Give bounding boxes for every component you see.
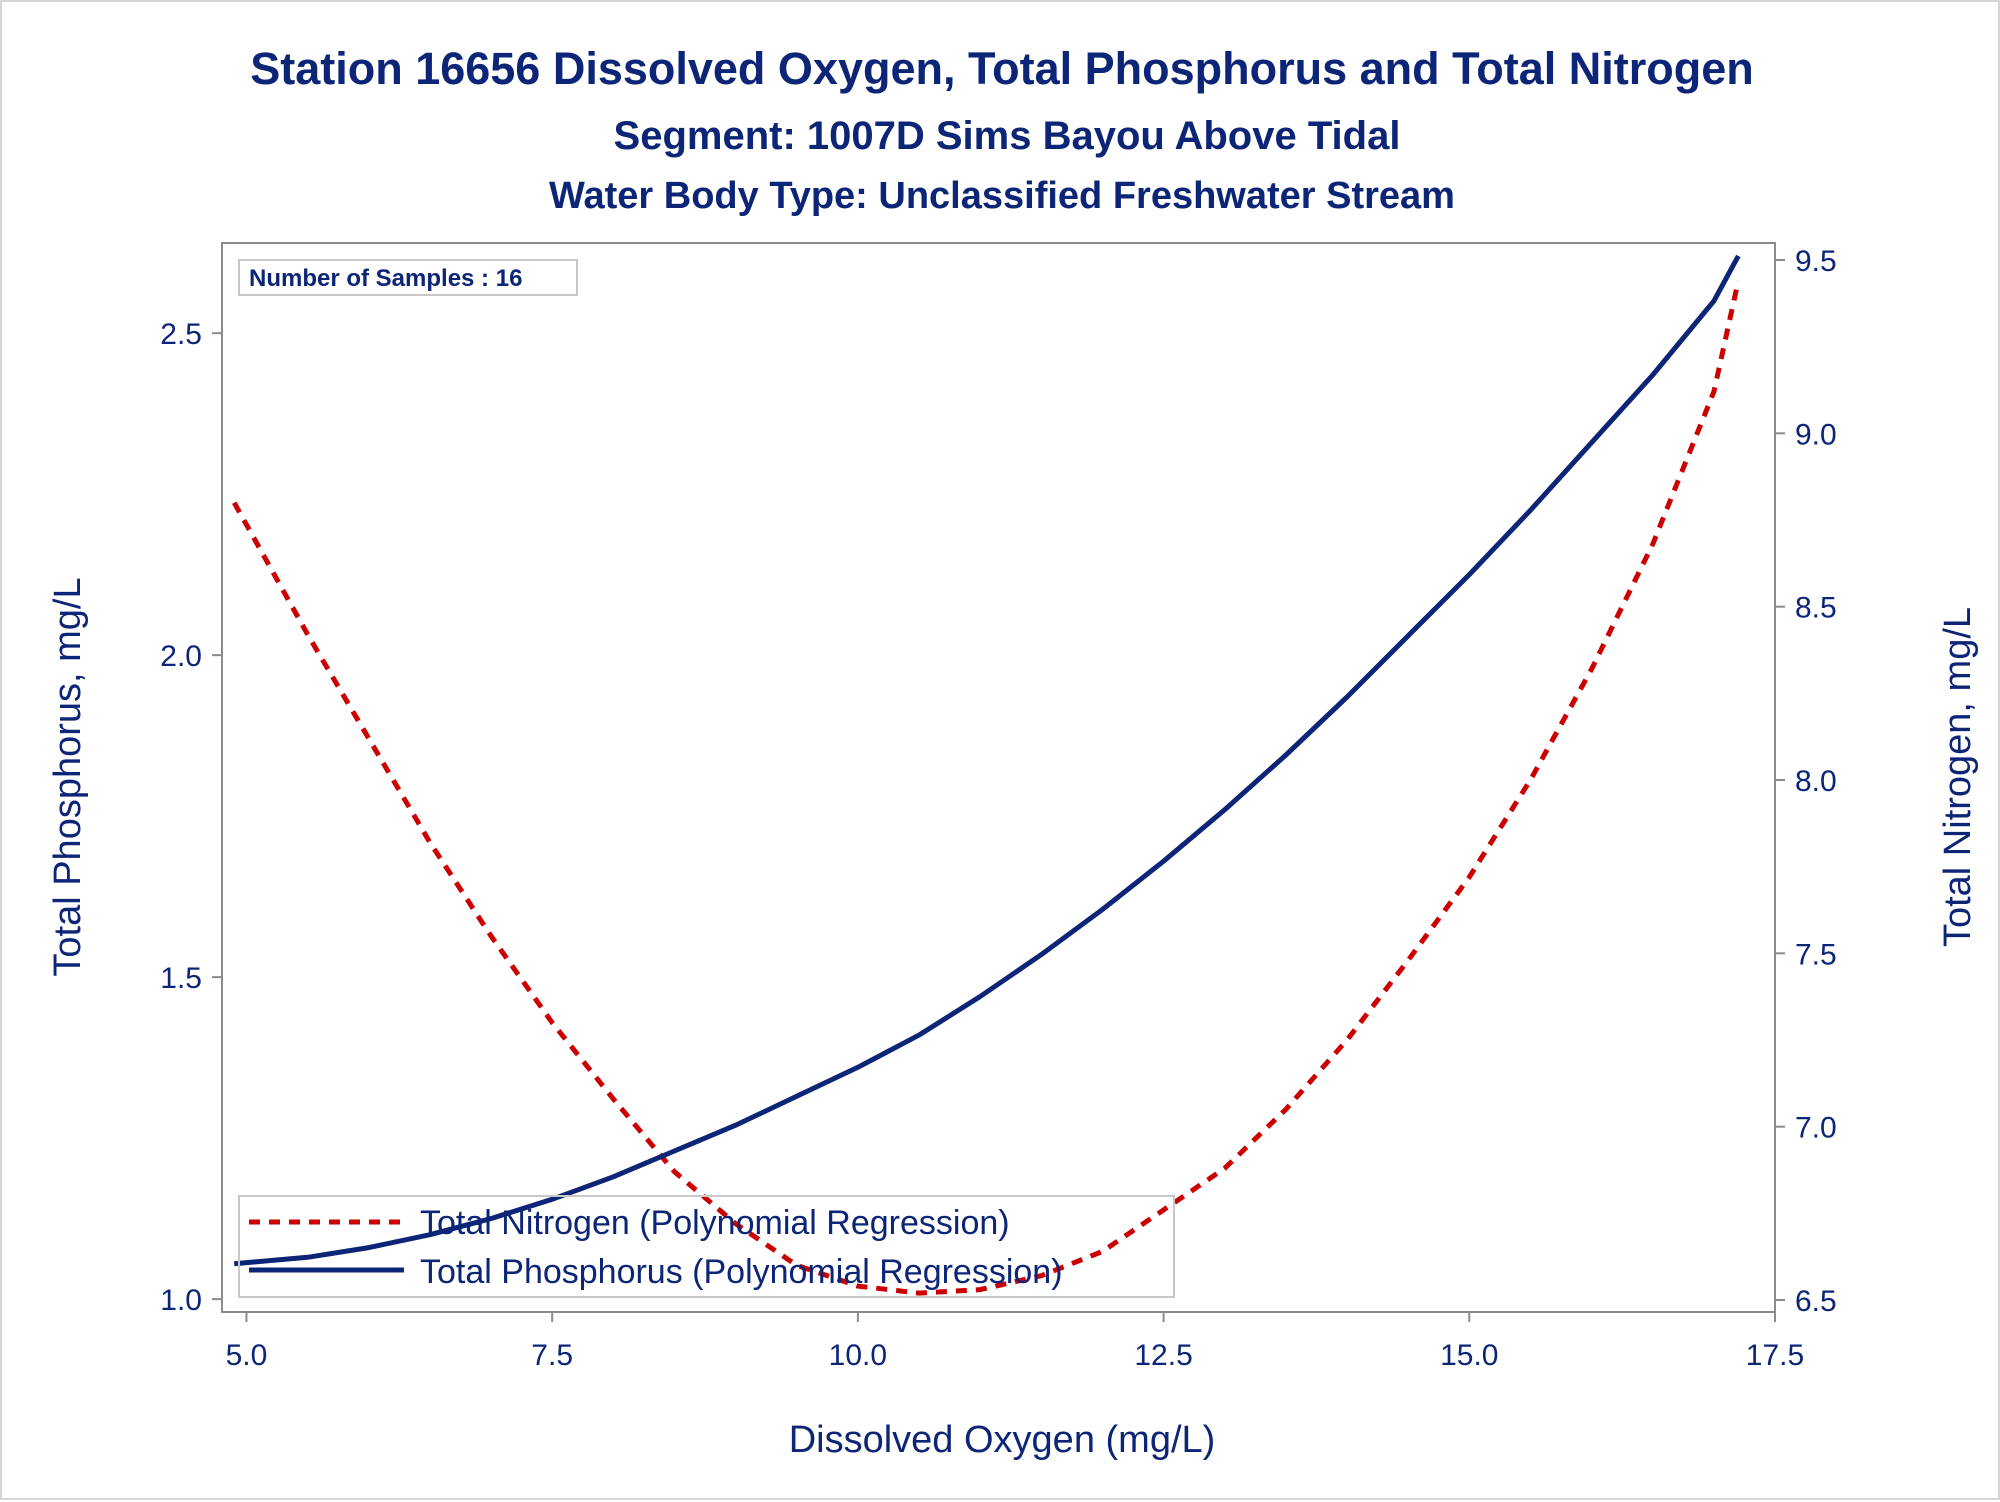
sample-count-box [238,259,578,296]
left-y-axis: 1.0 1.5 2.0 2.5 [160,318,222,1317]
x-tick-label: 17.5 [1746,1339,1804,1372]
right-y-tick-label: 7.0 [1795,1112,1837,1145]
x-tick-label: 5.0 [226,1339,268,1372]
legend-box [238,1195,1175,1298]
legend: Total Nitrogen (Polynomial Regression) T… [238,1195,1175,1298]
chart-subtitle: Segment: 1007D Sims Bayou Above Tidal [614,114,1401,158]
left-y-tick-label: 1.5 [160,962,202,995]
left-y-axis-label: Total Phosphorus, mg/L [47,577,89,976]
legend-label-total-phosphorus: Total Phosphorus (Polynomial Regression) [420,1253,1063,1291]
x-tick-label: 10.0 [829,1339,887,1372]
series-line-total-phosphorus [233,254,1741,1267]
right-y-tick-label: 9.0 [1795,418,1837,451]
right-y-tick-label: 8.0 [1795,765,1837,798]
left-y-tick-label: 2.5 [160,318,202,351]
x-axis: 5.0 7.5 10.0 12.5 15.0 17.5 [226,1312,1804,1372]
sample-count-label: Number of Samples : 16 [249,265,522,292]
chart-title: Station 16656 Dissolved Oxygen, Total Ph… [250,43,1754,94]
right-y-axis-label: Total Nitrogen, mg/L [1937,607,1979,947]
right-y-tick-label: 9.5 [1795,245,1837,278]
right-y-tick-label: 6.5 [1795,1285,1837,1318]
left-y-tick-label: 1.0 [160,1284,202,1317]
right-y-tick-label: 7.5 [1795,938,1837,971]
right-y-tick-label: 8.5 [1795,592,1837,625]
series-line-total-nitrogen [232,280,1741,1296]
x-axis-label: Dissolved Oxygen (mg/L) [789,1419,1216,1461]
legend-label-total-nitrogen: Total Nitrogen (Polynomial Regression) [420,1204,1010,1242]
x-tick-label: 12.5 [1134,1339,1192,1372]
x-tick-label: 7.5 [531,1339,573,1372]
right-y-axis: 6.5 7.0 7.5 8.0 8.5 9.0 9.5 [1775,245,1837,1318]
plot-area [221,242,1776,1313]
left-y-tick-label: 2.0 [160,640,202,673]
chart-subtitle-2: Water Body Type: Unclassified Freshwater… [549,175,1455,217]
x-tick-label: 15.0 [1440,1339,1498,1372]
